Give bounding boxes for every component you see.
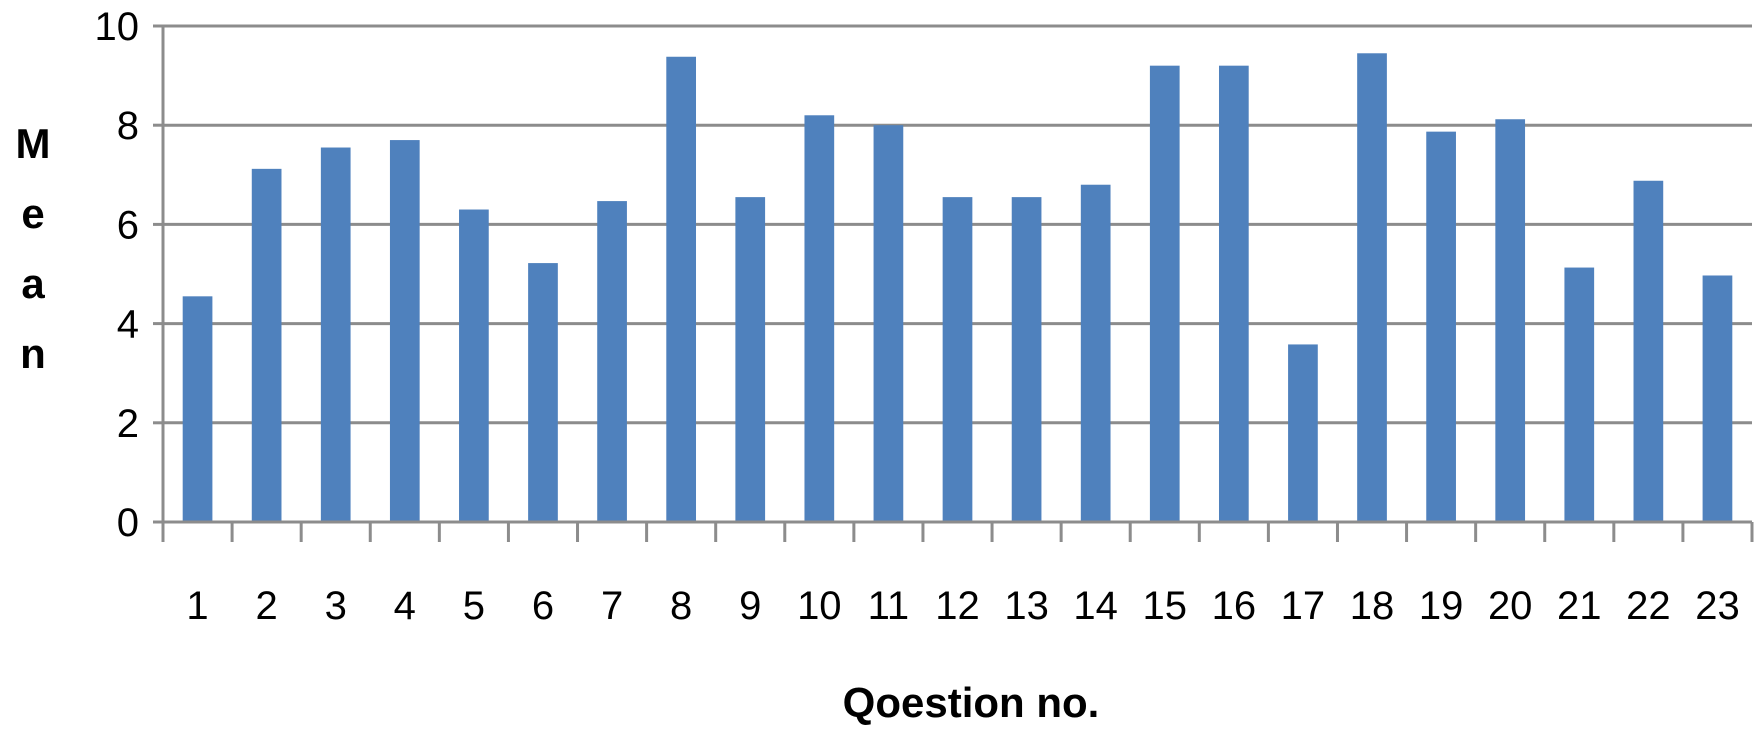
y-axis-title-letter: e (21, 190, 44, 237)
bar-q20 (1495, 119, 1526, 523)
x-tick-label-20: 20 (1488, 584, 1533, 628)
x-tick-label-18: 18 (1350, 584, 1395, 628)
y-tick-label: 4 (117, 303, 139, 347)
bar-q9 (735, 197, 766, 522)
bar-q4 (389, 140, 420, 522)
x-tick-label-14: 14 (1073, 584, 1118, 628)
x-tick-label-7: 7 (601, 584, 623, 628)
x-tick-labels: 1 2 3 4 5 6 7 8 9 10 11 12 13 14 15 16 17 18 19 20 21 22 23 (186, 584, 1739, 628)
y-tick-label: 0 (117, 501, 139, 545)
y-axis-title-letter: n (20, 330, 46, 377)
bar-q10 (804, 115, 835, 522)
bar-q22 (1633, 180, 1664, 522)
y-tick-label: 10 (95, 5, 140, 49)
x-tick-label-1: 1 (186, 584, 208, 628)
x-tick-label-22: 22 (1626, 584, 1671, 628)
x-tick-label-6: 6 (532, 584, 554, 628)
x-tick-label-12: 12 (935, 584, 980, 628)
bar-q7 (597, 201, 627, 522)
x-tick-label-5: 5 (463, 584, 485, 628)
x-tick-label-3: 3 (325, 584, 347, 628)
bar-q14 (1080, 184, 1111, 522)
bar-q21 (1564, 267, 1595, 522)
x-tick-label-8: 8 (670, 584, 692, 628)
bar-q18 (1357, 53, 1387, 522)
y-axis-title-letter: M (16, 120, 51, 167)
bar-q12 (942, 197, 973, 522)
bar-q11 (873, 125, 904, 522)
x-tick-label-9: 9 (739, 584, 761, 628)
x-tick-label-23: 23 (1695, 584, 1740, 628)
bar-q17 (1288, 344, 1318, 522)
bar-q3 (320, 147, 351, 522)
bar-q2 (251, 168, 282, 522)
bar-q5 (459, 209, 489, 522)
bar-q19 (1426, 131, 1456, 522)
bars (182, 53, 1733, 523)
y-tick-labels: 0 2 4 6 8 10 (95, 5, 140, 545)
bar-q16 (1218, 65, 1249, 523)
x-axis-title: Qoestion no. (843, 679, 1100, 725)
x-tick-label-21: 21 (1557, 584, 1602, 628)
x-tick-label-10: 10 (797, 584, 842, 628)
y-tick-label: 2 (117, 402, 139, 446)
x-tick-label-4: 4 (394, 584, 416, 628)
bar-q23 (1702, 275, 1733, 522)
y-tick-label: 6 (117, 203, 139, 247)
bar-q6 (528, 263, 558, 522)
x-tick-label-11: 11 (868, 584, 910, 628)
y-axis-title-letter: a (21, 260, 45, 307)
bar-q15 (1149, 65, 1180, 523)
x-tick-label-19: 19 (1419, 584, 1464, 628)
x-tick-label-16: 16 (1212, 584, 1257, 628)
x-tick-label-13: 13 (1004, 584, 1049, 628)
y-tick-label: 8 (117, 104, 139, 148)
bar-q13 (1011, 197, 1042, 522)
x-tick-label-2: 2 (256, 584, 278, 628)
x-tick-label-15: 15 (1143, 584, 1188, 628)
bar-q1 (182, 296, 213, 522)
bar-q8 (666, 56, 697, 522)
axes (153, 24, 1754, 542)
x-tick-label-17: 17 (1281, 584, 1326, 628)
